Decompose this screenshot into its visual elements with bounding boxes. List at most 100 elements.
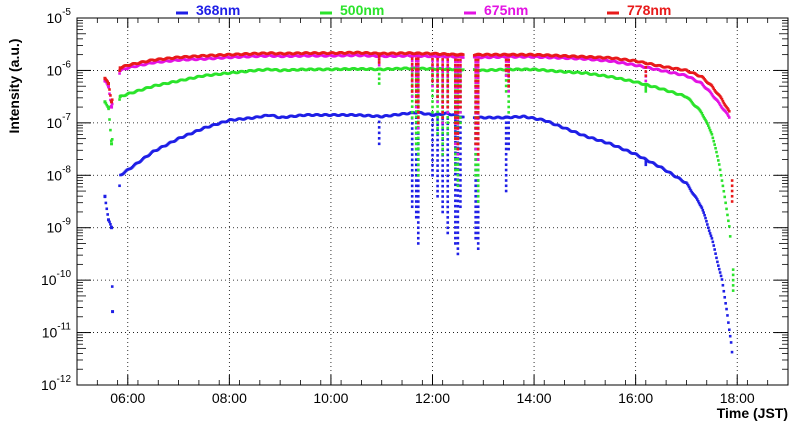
dip-point (446, 79, 450, 83)
dip-point (459, 131, 462, 135)
dip-point (410, 95, 414, 98)
y-tick-label: 10-10 (41, 269, 71, 288)
dip-point (410, 153, 414, 156)
dip-point (414, 184, 418, 188)
dip-point (474, 90, 477, 93)
dip-point (416, 126, 420, 130)
dip-point (459, 168, 462, 172)
dip-point (730, 194, 734, 198)
dip-point (436, 179, 439, 183)
data-point (118, 72, 121, 75)
dip-point (476, 231, 480, 235)
dip-point (504, 53, 508, 56)
dip-point (446, 169, 450, 172)
dip-point (416, 80, 420, 84)
data-point (728, 235, 732, 238)
data-point (103, 79, 107, 83)
data-point (727, 225, 731, 228)
dip-point (410, 189, 414, 193)
dip-point (441, 153, 444, 156)
dip-point (416, 136, 420, 140)
dip-point (454, 172, 457, 176)
data-point (717, 264, 720, 267)
dip-point (454, 158, 457, 161)
dip-point (377, 142, 381, 146)
dip-point (414, 120, 418, 124)
data-point (727, 219, 730, 223)
dip-point (507, 69, 510, 72)
dip-point (459, 79, 462, 83)
data-point (103, 194, 107, 198)
dip-point (436, 123, 439, 126)
dip-point (377, 131, 381, 135)
dip-point (446, 164, 450, 167)
dip-point (416, 94, 420, 98)
dip-point (476, 226, 480, 230)
dip-point (474, 210, 477, 214)
dip-point (454, 152, 457, 156)
dip-point (414, 194, 418, 198)
data-point (104, 201, 108, 205)
dip-point (416, 100, 420, 103)
dip-point (416, 57, 420, 61)
data-point (709, 234, 713, 238)
dip-point (414, 147, 418, 151)
dip-point (454, 86, 457, 89)
dip-point (436, 189, 439, 193)
dip-point (414, 110, 418, 113)
dip-point (416, 210, 420, 214)
dip-point (476, 158, 480, 161)
dip-point (436, 60, 439, 63)
dip-point (459, 75, 462, 79)
dip-point (456, 173, 460, 177)
dip-point (416, 231, 420, 235)
dip-point (474, 215, 477, 219)
y-axis-title: Intensity (a.u.) (6, 39, 22, 134)
dip-point (459, 184, 462, 187)
dip-point (414, 158, 418, 161)
dip-point (441, 58, 444, 61)
dip-point (456, 69, 460, 72)
data-point (726, 112, 729, 116)
dip-point (454, 178, 457, 181)
data-point (700, 111, 704, 115)
dip-point (476, 71, 480, 74)
data-point (104, 102, 108, 105)
dip-point (414, 95, 418, 98)
data-point (461, 56, 465, 59)
dip-point (431, 148, 434, 152)
dip-point (416, 75, 420, 78)
data-point (701, 83, 705, 87)
dip-point (431, 143, 434, 147)
dip-point (410, 62, 414, 66)
data-point (690, 190, 694, 194)
dip-point (474, 126, 477, 130)
dip-point (507, 105, 510, 109)
dip-point (459, 58, 462, 62)
data-point (718, 168, 722, 172)
data-point (727, 108, 730, 111)
dip-point (446, 143, 450, 146)
dip-point (456, 199, 460, 203)
data-point (727, 116, 731, 119)
dip-point (446, 184, 450, 188)
data-point (696, 199, 700, 203)
dip-point (414, 89, 418, 93)
data-point (118, 69, 121, 72)
dip-point (476, 86, 480, 90)
dip-point (454, 81, 457, 84)
dip-point (730, 189, 734, 193)
data-point (702, 211, 705, 214)
dip-point (436, 194, 439, 198)
dip-point (431, 100, 434, 103)
x-tick-label: 16:00 (618, 390, 653, 406)
dip-point (504, 189, 508, 193)
dip-point (504, 90, 508, 93)
dip-point (441, 63, 444, 66)
dip-point (414, 174, 418, 177)
dip-point (416, 200, 420, 203)
legend-label-500nm: 500nm (340, 2, 384, 18)
dip-point (456, 100, 460, 104)
dip-point (459, 74, 462, 77)
data-point (700, 206, 704, 210)
